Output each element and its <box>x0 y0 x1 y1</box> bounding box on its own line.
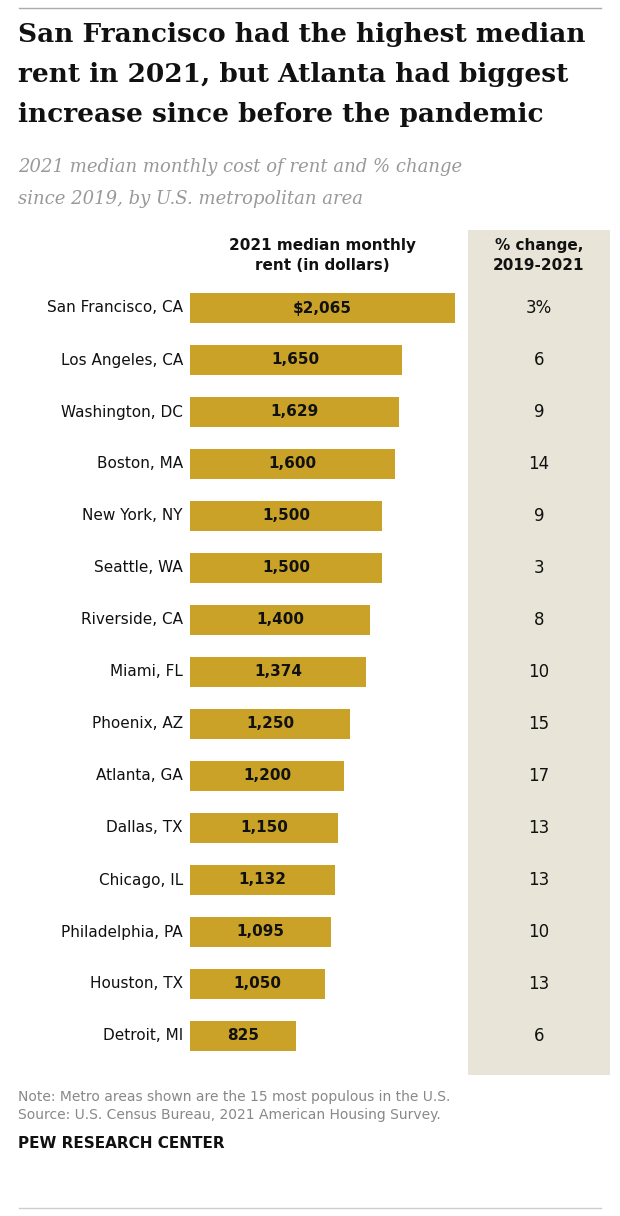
FancyBboxPatch shape <box>190 449 396 479</box>
Text: PEW RESEARCH CENTER: PEW RESEARCH CENTER <box>18 1136 224 1152</box>
Text: 14: 14 <box>528 455 549 473</box>
FancyBboxPatch shape <box>190 917 330 947</box>
Text: 1,050: 1,050 <box>233 976 281 991</box>
Text: 1,132: 1,132 <box>239 873 286 888</box>
Text: 1,250: 1,250 <box>246 716 294 732</box>
Text: 1,500: 1,500 <box>262 508 310 524</box>
Text: 10: 10 <box>528 663 549 681</box>
Text: 13: 13 <box>528 820 549 837</box>
Text: 1,150: 1,150 <box>240 821 288 835</box>
Text: since 2019, by U.S. metropolitan area: since 2019, by U.S. metropolitan area <box>18 190 363 208</box>
Text: Los Angeles, CA: Los Angeles, CA <box>61 353 183 367</box>
Text: 13: 13 <box>528 871 549 889</box>
Text: San Francisco, CA: San Francisco, CA <box>47 300 183 315</box>
Text: Houston, TX: Houston, TX <box>90 976 183 991</box>
Text: Chicago, IL: Chicago, IL <box>99 873 183 888</box>
Text: 6: 6 <box>534 1028 544 1045</box>
FancyBboxPatch shape <box>190 293 455 323</box>
Text: 1,095: 1,095 <box>236 924 284 940</box>
Text: 2021 median monthly
rent (in dollars): 2021 median monthly rent (in dollars) <box>229 238 416 272</box>
Text: 1,650: 1,650 <box>272 353 320 367</box>
Text: 13: 13 <box>528 975 549 993</box>
Text: $2,065: $2,065 <box>293 300 352 315</box>
Text: % change,
2019-2021: % change, 2019-2021 <box>494 238 585 272</box>
Text: 1,200: 1,200 <box>243 769 291 783</box>
FancyBboxPatch shape <box>190 1021 296 1051</box>
Text: 1,629: 1,629 <box>270 405 319 420</box>
Text: 2021 median monthly cost of rent and % change: 2021 median monthly cost of rent and % c… <box>18 158 462 176</box>
Text: rent in 2021, but Atlanta had biggest: rent in 2021, but Atlanta had biggest <box>18 62 569 88</box>
Text: 10: 10 <box>528 923 549 941</box>
Text: San Francisco had the highest median: San Francisco had the highest median <box>18 22 585 47</box>
Text: 9: 9 <box>534 402 544 421</box>
Text: Atlanta, GA: Atlanta, GA <box>96 769 183 783</box>
Text: 3: 3 <box>534 559 544 578</box>
FancyBboxPatch shape <box>190 553 383 582</box>
FancyBboxPatch shape <box>190 396 399 427</box>
FancyBboxPatch shape <box>190 814 337 843</box>
Text: Miami, FL: Miami, FL <box>110 664 183 680</box>
Text: New York, NY: New York, NY <box>82 508 183 524</box>
Text: 15: 15 <box>528 715 549 733</box>
Text: 3%: 3% <box>526 299 552 317</box>
Text: Dallas, TX: Dallas, TX <box>107 821 183 835</box>
Text: Source: U.S. Census Bureau, 2021 American Housing Survey.: Source: U.S. Census Bureau, 2021 America… <box>18 1108 441 1122</box>
FancyBboxPatch shape <box>190 761 344 790</box>
Text: 6: 6 <box>534 351 544 368</box>
FancyBboxPatch shape <box>190 865 335 895</box>
Text: 9: 9 <box>534 507 544 525</box>
FancyBboxPatch shape <box>468 230 610 1075</box>
Text: Note: Metro areas shown are the 15 most populous in the U.S.: Note: Metro areas shown are the 15 most … <box>18 1090 450 1104</box>
FancyBboxPatch shape <box>190 501 383 531</box>
Text: increase since before the pandemic: increase since before the pandemic <box>18 102 544 126</box>
FancyBboxPatch shape <box>190 709 350 739</box>
Text: 1,374: 1,374 <box>254 664 302 680</box>
Text: 1,400: 1,400 <box>256 613 304 627</box>
Text: Washington, DC: Washington, DC <box>61 405 183 420</box>
Text: Detroit, MI: Detroit, MI <box>103 1029 183 1043</box>
Text: Riverside, CA: Riverside, CA <box>81 613 183 627</box>
Text: 17: 17 <box>528 767 549 786</box>
FancyBboxPatch shape <box>190 606 370 635</box>
Text: 1,600: 1,600 <box>268 456 317 472</box>
Text: Boston, MA: Boston, MA <box>97 456 183 472</box>
FancyBboxPatch shape <box>190 969 325 1000</box>
Text: Philadelphia, PA: Philadelphia, PA <box>61 924 183 940</box>
Text: 8: 8 <box>534 610 544 629</box>
Text: Phoenix, AZ: Phoenix, AZ <box>92 716 183 732</box>
Text: Seattle, WA: Seattle, WA <box>94 561 183 575</box>
Text: 1,500: 1,500 <box>262 561 310 575</box>
Text: 825: 825 <box>227 1029 259 1043</box>
FancyBboxPatch shape <box>190 345 402 375</box>
FancyBboxPatch shape <box>190 657 366 687</box>
